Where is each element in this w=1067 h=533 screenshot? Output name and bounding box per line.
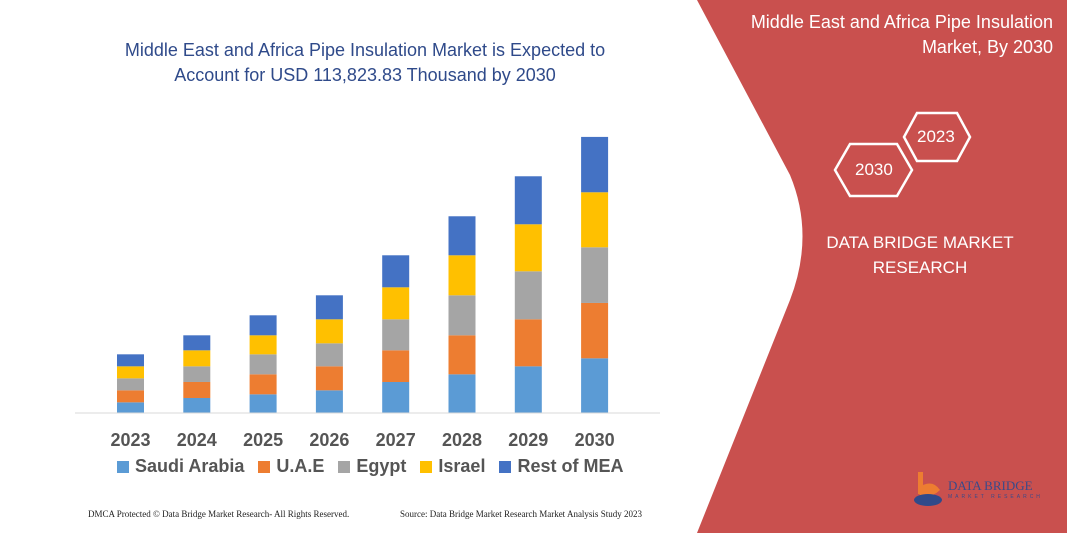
- legend-item: U.A.E: [258, 456, 324, 477]
- logo-subtext: MARKET RESEARCH: [948, 494, 1043, 500]
- bar-segment-2029-4: [514, 176, 542, 225]
- bar-segment-2029-2: [514, 271, 542, 320]
- bar-segment-2026-1: [315, 366, 343, 391]
- legend: Saudi Arabia U.A.E Egypt Israel Rest of MEA: [117, 456, 623, 477]
- legend-swatch: [258, 460, 271, 473]
- x-tick-label: 2024: [176, 430, 217, 450]
- hex-right-label: 2023: [917, 127, 955, 146]
- legend-label: Saudi Arabia: [135, 456, 245, 476]
- bar-segment-2024-1: [183, 381, 211, 398]
- bar-segment-2025-1: [249, 374, 277, 395]
- x-tick-label: 2023: [110, 430, 151, 450]
- bar-segment-2023-1: [117, 390, 144, 403]
- bar-segment-2024-2: [183, 366, 211, 382]
- bar-segment-2024-4: [183, 335, 211, 351]
- logo-text: DATA BRIDGE: [948, 478, 1033, 493]
- bar-segment-2028-3: [448, 255, 476, 296]
- bar-segment-2030-0: [581, 358, 609, 413]
- bar-segment-2029-1: [514, 319, 542, 367]
- x-tick-label: 2025: [243, 430, 284, 450]
- bar-segment-2025-4: [249, 315, 277, 336]
- bar-segment-2023-2: [117, 378, 144, 391]
- bar-segment-2028-0: [448, 374, 476, 413]
- legend-item: Rest of MEA: [499, 456, 623, 477]
- logo-icon: [914, 472, 942, 506]
- bar-segment-2023-0: [117, 402, 144, 413]
- bar-segment-2030-2: [581, 247, 609, 303]
- hex-left-label: 2030: [855, 160, 893, 179]
- legend-label: U.A.E: [276, 456, 325, 476]
- side-panel: [697, 0, 1067, 533]
- hex-right-icon: [902, 111, 972, 163]
- side-panel-title: Middle East and Africa Pipe Insulation M…: [750, 12, 1053, 57]
- x-tick-label: 2027: [375, 430, 416, 450]
- bar-segment-2030-4: [581, 136, 609, 193]
- bar-segment-2025-3: [249, 335, 277, 355]
- legend-swatch: [338, 460, 351, 473]
- bar-segment-2028-2: [448, 295, 476, 336]
- bar-segment-2029-0: [514, 366, 542, 413]
- bar-segment-2023-3: [117, 366, 144, 379]
- bar-segment-2024-0: [183, 397, 211, 413]
- logo: DATA BRIDGE MARKET RESEARCH: [912, 470, 1043, 508]
- bar-segment-2030-3: [581, 192, 609, 248]
- legend-label: Rest of MEA: [517, 456, 624, 476]
- x-tick-label: 2026: [309, 430, 350, 450]
- bar-segment-2027-3: [382, 287, 410, 320]
- bar-segment-2027-4: [382, 255, 410, 288]
- bar-segment-2030-1: [581, 302, 609, 359]
- footer-source: Source: Data Bridge Market Research Mark…: [400, 509, 642, 519]
- hex-left-icon: [833, 142, 914, 198]
- bar-segment-2025-0: [249, 394, 277, 413]
- bar-segment-2026-2: [315, 343, 343, 367]
- bar-segment-2029-3: [514, 224, 542, 272]
- bar-segment-2026-3: [315, 319, 343, 344]
- legend-item: Saudi Arabia: [117, 456, 244, 477]
- legend-swatch: [117, 460, 129, 473]
- legend-swatch: [499, 460, 512, 473]
- chart-area: [117, 136, 609, 413]
- bar-segment-2028-4: [448, 216, 476, 256]
- bar-segment-2028-1: [448, 335, 476, 375]
- legend-label: Egypt: [356, 456, 407, 476]
- bar-segment-2027-2: [382, 319, 410, 351]
- x-tick-label: 2028: [441, 430, 483, 450]
- brand-text: DATA BRIDGE MARKET RESEARCH: [826, 233, 1014, 277]
- bar-segment-2027-1: [382, 350, 410, 382]
- bar-segment-2027-0: [382, 381, 410, 413]
- x-tick-label: 2030: [574, 430, 615, 450]
- bar-segment-2026-4: [315, 295, 343, 320]
- bar-segment-2024-3: [183, 350, 211, 367]
- footer-copyright: DMCA Protected © Data Bridge Market Rese…: [88, 509, 350, 519]
- legend-item: Israel: [420, 456, 485, 477]
- legend-label: Israel: [438, 456, 486, 476]
- chart-title: Middle East and Africa Pipe Insulation M…: [124, 40, 606, 85]
- bar-segment-2026-0: [315, 390, 343, 413]
- legend-swatch: [420, 460, 433, 473]
- bar-segment-2025-2: [249, 354, 277, 375]
- bar-segment-2023-4: [117, 354, 144, 367]
- x-tick-label: 2029: [508, 430, 549, 450]
- legend-item: Egypt: [338, 456, 406, 477]
